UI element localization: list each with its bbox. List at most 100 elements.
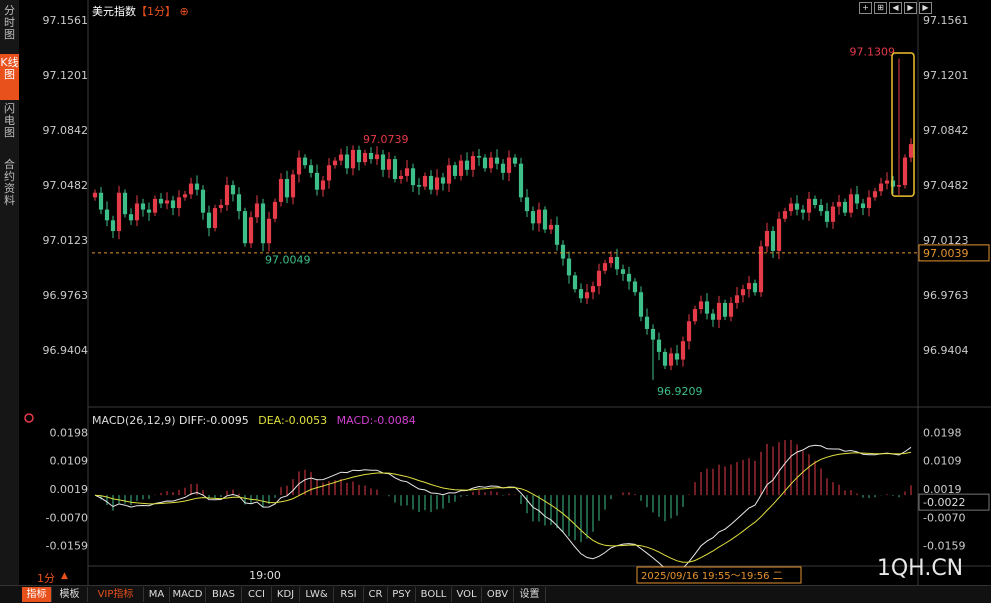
indicator-tab-1[interactable]: 模板	[52, 587, 88, 602]
candle-body	[368, 152, 374, 160]
candle-body	[674, 353, 680, 360]
sidebar-tab-3[interactable]: 合约资料	[4, 158, 15, 207]
candle-body	[146, 209, 152, 213]
candle-body	[812, 198, 818, 206]
crosshair-icon[interactable]: +	[859, 2, 872, 14]
candle-body	[92, 192, 98, 198]
candle-body	[122, 192, 128, 215]
price-tick-left-4: 97.0123	[43, 234, 89, 247]
candle-body	[374, 154, 380, 160]
macd-current-label: -0.0022	[923, 496, 965, 509]
price-tick-left-6: 96.9404	[43, 344, 89, 357]
candle-body	[206, 212, 212, 228]
candle-body	[290, 174, 296, 198]
candle-body	[788, 203, 794, 212]
indicator-tab-2[interactable]: VIP指标	[88, 587, 144, 602]
play-icon[interactable]: ▶	[904, 2, 917, 14]
candle-body	[326, 165, 332, 181]
time-range-label: 2025/09/16 19:55～19:56 二	[641, 571, 783, 582]
indicator-tab-5[interactable]: BIAS	[206, 587, 242, 602]
candle-body	[194, 183, 200, 190]
candle-body	[164, 200, 170, 204]
candle-body	[668, 353, 674, 366]
macd-current-box	[918, 493, 990, 511]
sidebar-tab-1[interactable]: K线图	[0, 54, 19, 100]
indicator-tab-15[interactable]: 设置	[514, 587, 546, 602]
candle-body	[116, 192, 122, 232]
sidebar-tab-2[interactable]: 闪电图	[4, 102, 15, 139]
candle-body	[488, 157, 494, 169]
candle-body	[560, 244, 566, 259]
candle-body	[506, 157, 512, 173]
candle-body	[656, 339, 662, 352]
candle-body	[902, 157, 908, 186]
candle-body	[302, 157, 308, 166]
time-tick: 19:00	[249, 569, 281, 582]
candle-body	[896, 185, 902, 187]
candle-body	[884, 180, 890, 184]
period-indicator[interactable]: 1分	[37, 572, 55, 585]
candle-body	[158, 198, 164, 204]
candle-body	[440, 177, 446, 184]
candle-body	[512, 157, 518, 164]
candle-body	[272, 201, 278, 219]
candle-body	[530, 211, 536, 224]
highlight-box	[891, 52, 915, 197]
candle-body	[644, 316, 650, 329]
candle-body	[890, 180, 896, 187]
candle-body	[698, 301, 704, 310]
annotation-local-high: 97.0739	[363, 133, 409, 146]
candle-body	[620, 269, 626, 274]
candle-body	[518, 163, 524, 198]
candle-body	[416, 185, 422, 187]
candle-body	[392, 159, 398, 179]
candle-body	[278, 178, 284, 202]
annotation-low: 96.9209	[657, 385, 703, 398]
indicator-tab-12[interactable]: BOLL	[416, 587, 452, 602]
instrument-title: 美元指数	[92, 5, 136, 18]
candle-body	[734, 295, 740, 303]
candle-body	[140, 203, 146, 210]
candle-body	[650, 328, 656, 340]
candle-body	[248, 217, 254, 244]
candle-body	[860, 203, 866, 209]
macd-tick-left-1: 0.0109	[50, 455, 89, 468]
candle-body	[356, 149, 362, 163]
indicator-tab-14[interactable]: OBV	[482, 587, 514, 602]
candle-body	[728, 302, 734, 317]
candle-body	[572, 275, 578, 290]
sidebar-tab-0[interactable]: 分时图	[4, 4, 15, 41]
price-tick-left-2: 97.0842	[43, 124, 89, 137]
indicator-tab-0[interactable]: 指标	[22, 587, 52, 602]
period-label[interactable]: 【1分】	[136, 5, 176, 18]
indicator-tab-6[interactable]: CCI	[242, 587, 272, 602]
indicator-tab-9[interactable]: RSI	[334, 587, 364, 602]
indicator-tab-11[interactable]: PSY	[388, 587, 416, 602]
indicator-tab-8[interactable]: LW&	[300, 587, 334, 602]
candle-body	[428, 175, 434, 190]
candle-body	[692, 309, 698, 322]
indicator-tab-13[interactable]: VOL	[452, 587, 482, 602]
price-tick-left-5: 96.9763	[43, 289, 89, 302]
candle-body	[758, 246, 764, 293]
macd-tick-left-3: -0.0070	[46, 511, 88, 524]
indicator-tab-10[interactable]: CR	[364, 587, 388, 602]
candle-body	[494, 157, 500, 164]
caret-up-icon[interactable]: ▲	[61, 571, 68, 581]
circle-plus-icon[interactable]: ⊕	[179, 5, 189, 18]
indicator-tab-7[interactable]: KDJ	[272, 587, 300, 602]
candle-body	[266, 218, 272, 244]
macd-header: MACD(26,12,9) DIFF:-0.0095 DEA:-0.0053 M…	[92, 414, 416, 427]
indicator-tab-4[interactable]: MACD	[170, 587, 206, 602]
range-box	[636, 566, 802, 584]
candle-body	[704, 301, 710, 314]
expand-icon[interactable]: ⊞	[874, 2, 887, 14]
price-tick-left-0: 97.1561	[43, 14, 89, 27]
next-icon[interactable]: ▶	[919, 2, 932, 14]
candle-body	[614, 257, 620, 270]
candle-body	[458, 160, 464, 176]
candle-body	[590, 286, 596, 293]
previous-icon[interactable]: ◀	[889, 2, 902, 14]
gear-icon[interactable]	[24, 413, 34, 423]
indicator-tab-3[interactable]: MA	[144, 587, 170, 602]
